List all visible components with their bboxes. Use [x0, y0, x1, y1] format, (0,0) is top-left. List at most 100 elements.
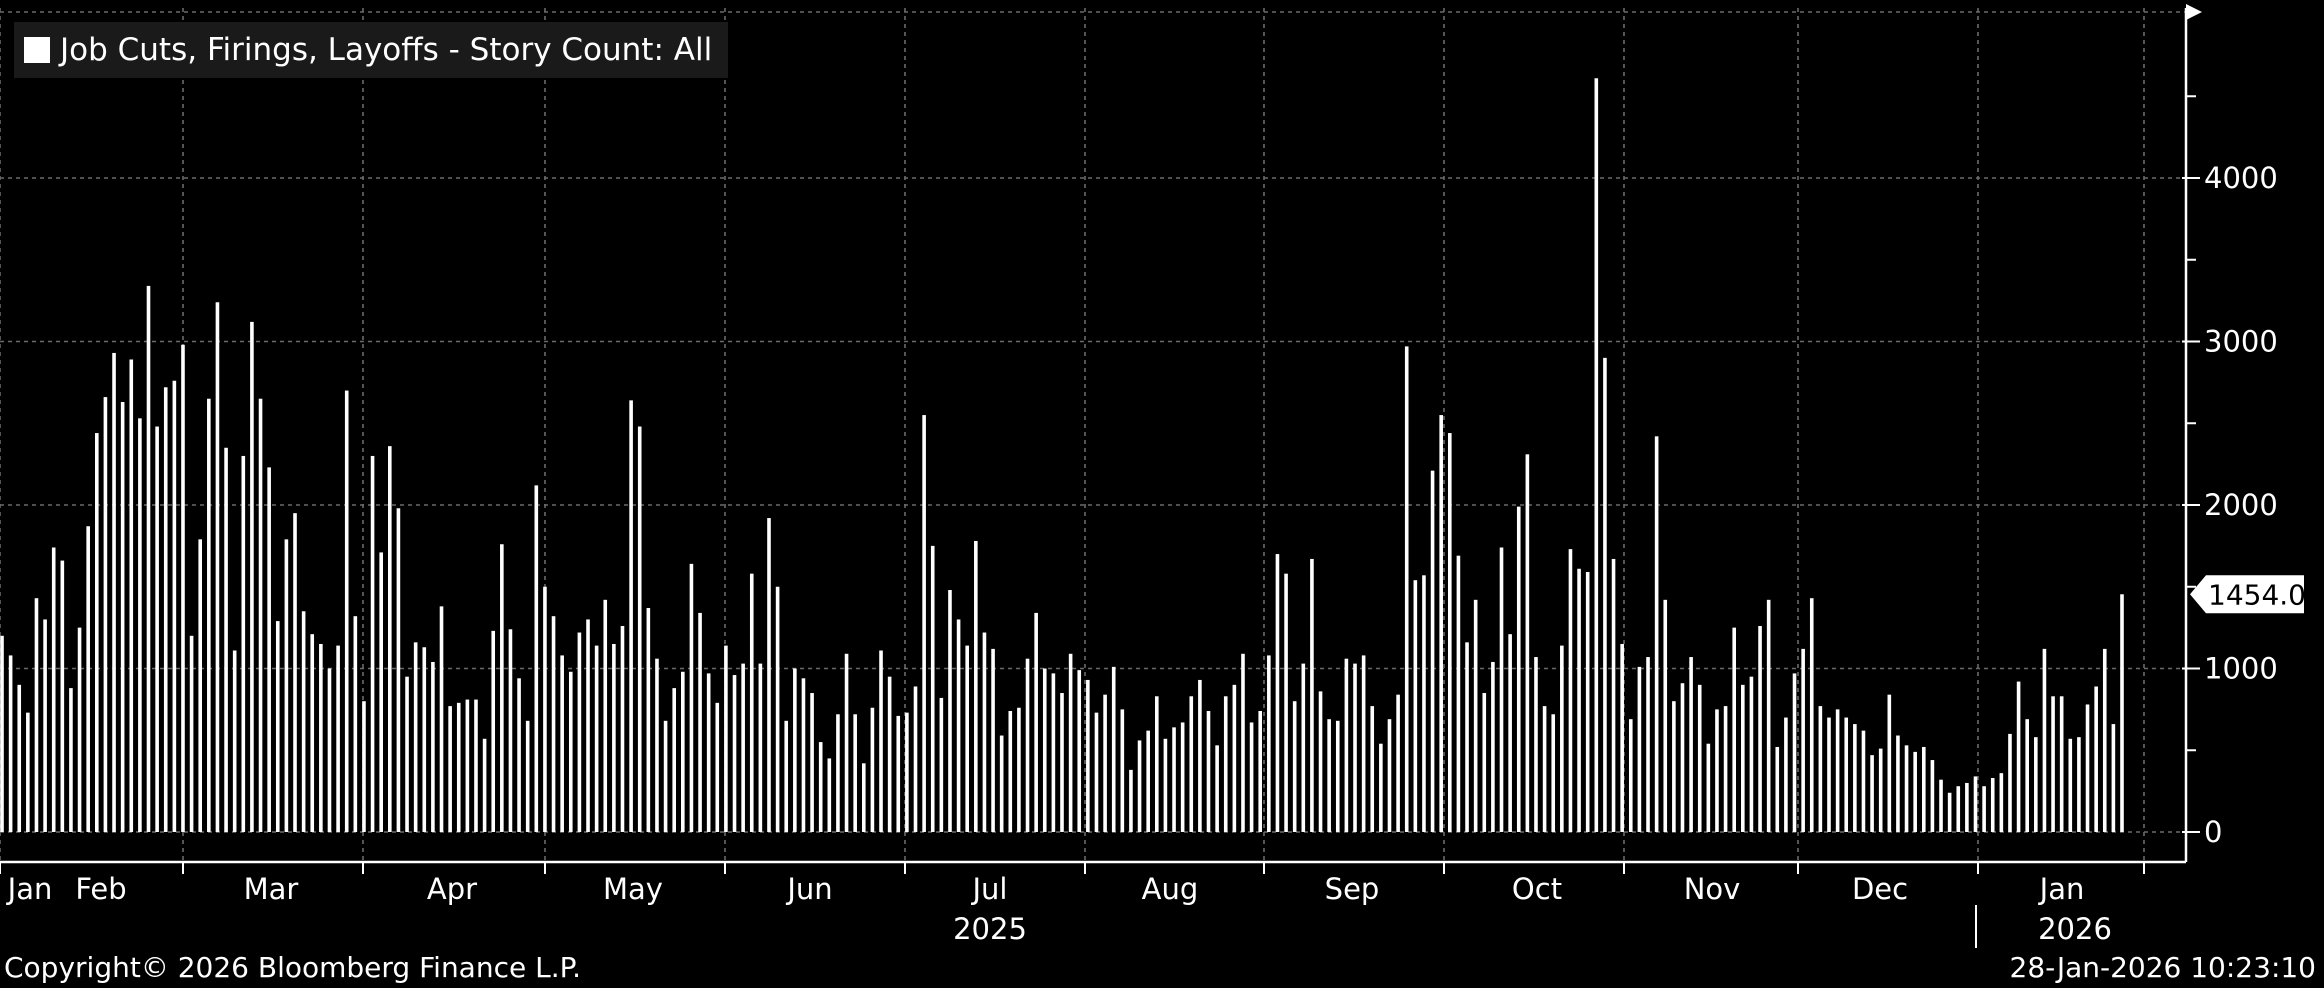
bar	[629, 400, 633, 832]
bar	[1628, 719, 1633, 832]
bar	[861, 763, 866, 832]
bar	[534, 485, 539, 832]
bar	[1310, 558, 1314, 832]
bar	[258, 398, 263, 832]
bar	[836, 714, 840, 832]
bar	[1353, 663, 1357, 832]
copyright-text: Copyright© 2026 Bloomberg Finance L.P.	[4, 951, 582, 984]
bar	[913, 686, 918, 832]
bar	[612, 643, 616, 832]
bar	[474, 699, 478, 832]
bar	[250, 321, 254, 832]
bar	[1921, 746, 1926, 832]
y-tick-label: 1000	[2204, 652, 2278, 686]
bar	[172, 380, 177, 832]
bar	[1396, 694, 1400, 832]
bar	[138, 418, 142, 832]
x-tick-label: Aug	[1142, 872, 1199, 906]
bar	[2042, 648, 2047, 832]
bar	[482, 738, 487, 832]
bar	[1129, 769, 1133, 832]
bar	[1844, 717, 1849, 832]
bar	[388, 446, 392, 832]
bar	[163, 387, 168, 832]
bar	[301, 611, 306, 832]
bar	[1827, 717, 1831, 832]
bar	[1448, 433, 1452, 832]
bar	[284, 539, 289, 832]
bar	[1180, 722, 1185, 832]
bar	[224, 447, 228, 832]
bar	[327, 668, 332, 832]
bar	[431, 661, 435, 832]
bar	[1258, 711, 1263, 832]
bar	[405, 676, 409, 832]
bar	[1732, 627, 1736, 833]
x-tick-label: Sep	[1325, 872, 1380, 906]
x-tick-label: Oct	[1512, 872, 1562, 906]
bar	[1611, 558, 1616, 832]
bar	[1637, 666, 1642, 832]
x-tick-label: Feb	[75, 872, 126, 906]
bar	[1560, 645, 1564, 832]
bar	[767, 518, 771, 832]
bar	[2051, 696, 2055, 832]
bar	[1568, 549, 1573, 832]
bar	[956, 619, 961, 832]
bar	[1249, 722, 1254, 832]
bar	[775, 586, 780, 832]
x-year-label: 2025	[953, 912, 1027, 946]
bar	[448, 706, 452, 832]
bar	[1215, 745, 1219, 832]
bar	[1749, 676, 1754, 832]
bar	[439, 606, 444, 832]
bar	[396, 508, 401, 832]
bar	[181, 344, 185, 832]
bar	[1516, 506, 1521, 832]
y-axis-arrow	[2186, 4, 2202, 20]
bar	[1068, 653, 1073, 832]
bar	[17, 684, 22, 832]
bar	[577, 632, 582, 832]
bar	[818, 742, 823, 832]
bar	[655, 658, 659, 832]
bar	[1525, 454, 1530, 832]
bar	[1008, 711, 1013, 832]
bar	[379, 552, 383, 832]
bar	[1663, 599, 1668, 832]
bar	[1387, 719, 1392, 832]
legend-label: Job Cuts, Firings, Layoffs - Story Count…	[60, 32, 713, 68]
bar	[1697, 684, 1702, 832]
bar	[344, 390, 349, 832]
bar	[741, 663, 745, 832]
bar	[930, 545, 935, 833]
bar	[1878, 748, 1883, 832]
bar	[896, 715, 901, 832]
bar	[1120, 709, 1125, 833]
bar	[1086, 679, 1090, 832]
x-tick-label: Jun	[785, 872, 832, 906]
bar	[1577, 568, 1581, 832]
bar	[1482, 693, 1487, 832]
bar	[1163, 738, 1168, 832]
y-tick-label: 4000	[2204, 161, 2278, 195]
bar	[1896, 735, 1900, 832]
bar	[155, 426, 159, 832]
bar	[1508, 634, 1512, 832]
bar	[948, 590, 952, 832]
bar	[568, 671, 573, 832]
bar	[2068, 738, 2073, 832]
bar	[1861, 730, 1866, 832]
bar	[1853, 724, 1857, 832]
bar	[887, 676, 892, 832]
bar	[637, 426, 642, 832]
bar	[1103, 694, 1107, 832]
bar	[465, 699, 470, 832]
bar	[2085, 704, 2090, 832]
bar	[758, 663, 763, 832]
bar	[620, 625, 625, 832]
bar	[0, 635, 4, 832]
x-tick-label: Jul	[971, 872, 1008, 906]
bar	[60, 560, 65, 832]
